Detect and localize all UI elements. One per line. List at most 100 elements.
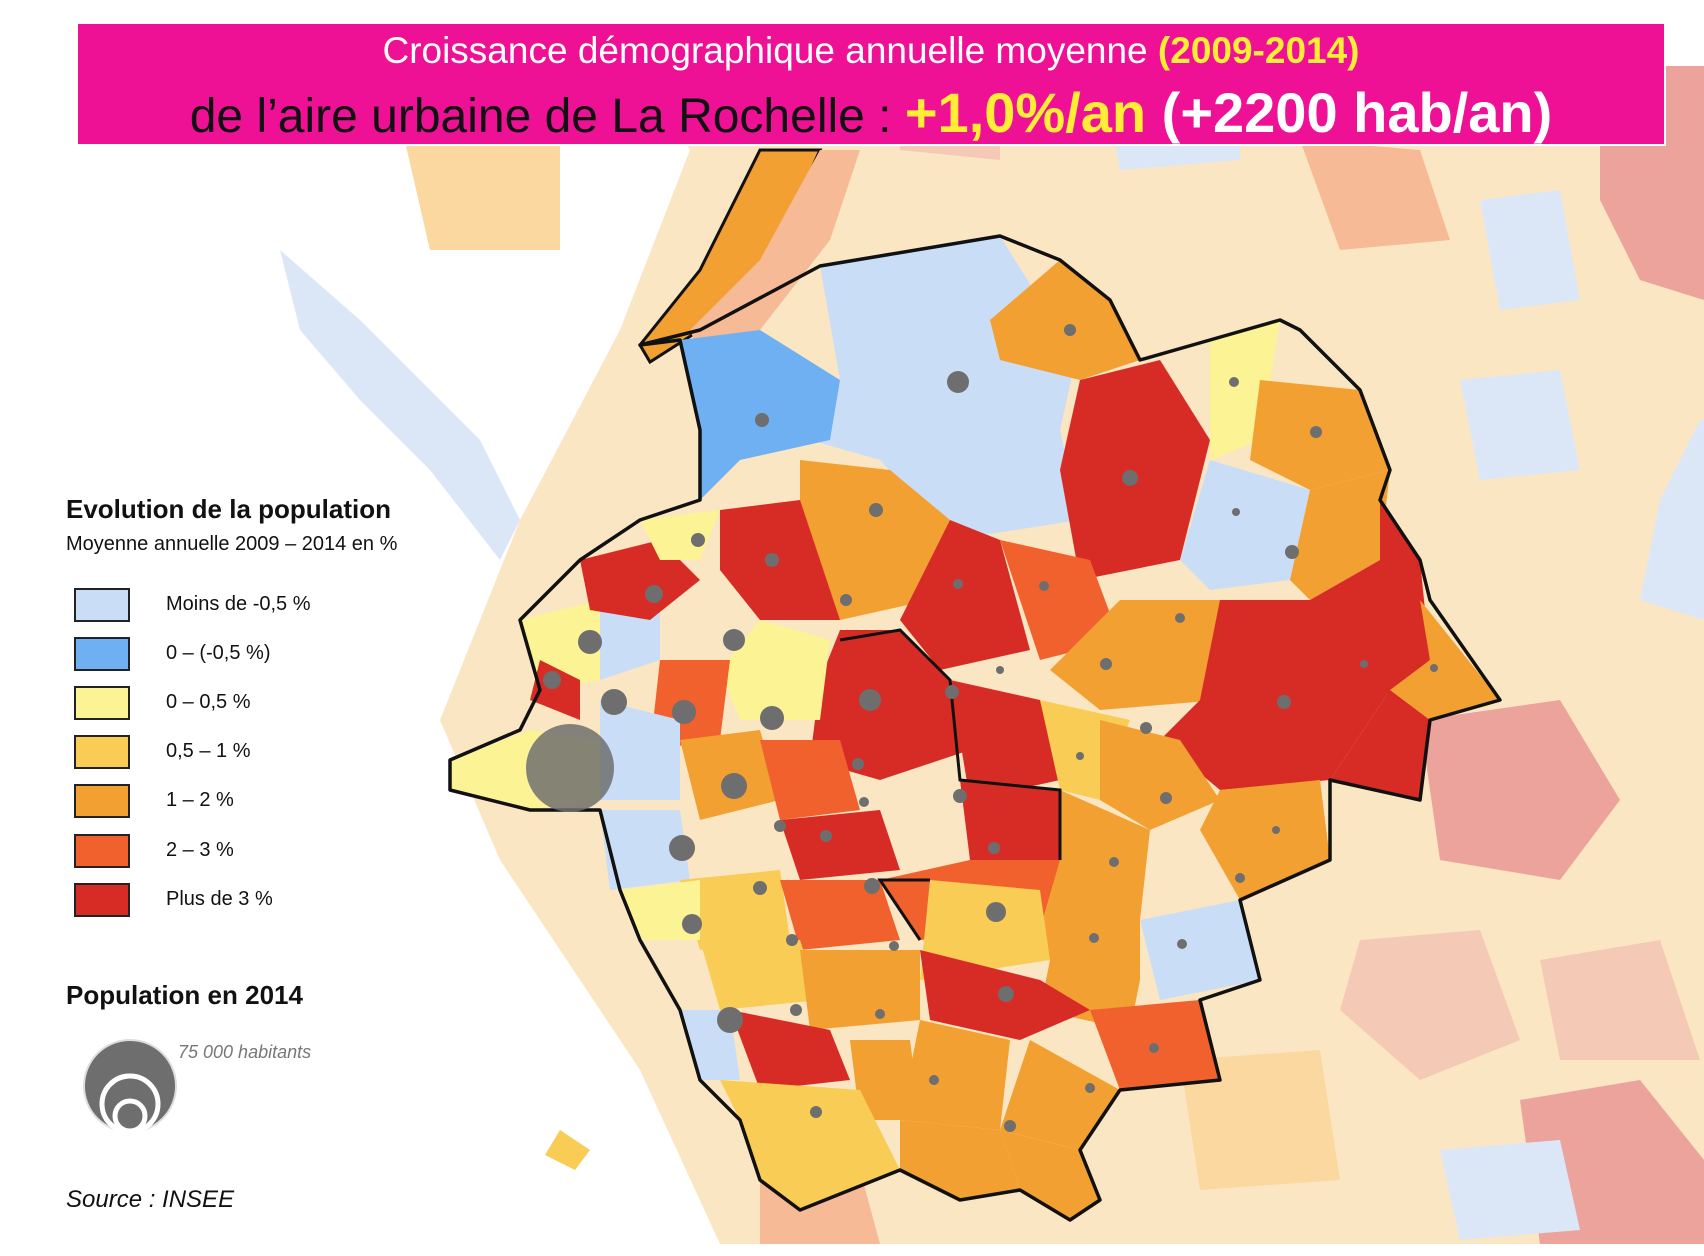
population-dot[interactable] [852, 758, 864, 770]
population-dot[interactable] [1235, 873, 1245, 883]
commune[interactable] [900, 1020, 1010, 1130]
commune[interactable] [1160, 600, 1390, 790]
commune[interactable] [780, 810, 900, 880]
population-dot[interactable] [1064, 324, 1076, 336]
commune[interactable] [1050, 600, 1220, 710]
commune[interactable] [640, 510, 720, 560]
commune[interactable] [1000, 1040, 1120, 1150]
commune[interactable] [600, 810, 690, 890]
commune[interactable] [600, 700, 680, 800]
population-dot[interactable] [864, 878, 880, 894]
commune[interactable] [900, 520, 1030, 670]
population-dot[interactable] [988, 842, 1000, 854]
commune[interactable] [900, 1120, 1020, 1200]
population-dot[interactable] [889, 941, 899, 951]
population-dot[interactable] [691, 533, 705, 547]
commune[interactable] [760, 740, 860, 820]
commune[interactable] [990, 260, 1140, 380]
population-dot[interactable] [672, 700, 696, 724]
commune[interactable] [720, 620, 830, 720]
population-dot[interactable] [1100, 658, 1112, 670]
population-dot[interactable] [1277, 695, 1291, 709]
population-dot[interactable] [717, 1007, 743, 1033]
population-dot[interactable] [1122, 470, 1138, 486]
population-dot[interactable] [774, 820, 786, 832]
population-dot[interactable] [1004, 1120, 1016, 1132]
commune[interactable] [620, 880, 700, 940]
commune[interactable] [1000, 1130, 1100, 1220]
commune[interactable] [1200, 780, 1330, 900]
population-dot[interactable] [953, 789, 967, 803]
population-dot[interactable] [721, 773, 747, 799]
population-dot[interactable] [953, 579, 963, 589]
population-dot[interactable] [760, 706, 784, 730]
population-dot[interactable] [753, 881, 767, 895]
commune[interactable] [720, 500, 840, 620]
population-dot[interactable] [996, 666, 1004, 674]
population-dot[interactable] [1140, 722, 1152, 734]
population-dot[interactable] [859, 689, 881, 711]
population-dot[interactable] [682, 914, 702, 934]
population-dot[interactable] [1229, 377, 1239, 387]
population-dot[interactable] [755, 413, 769, 427]
population-dot[interactable] [669, 835, 695, 861]
population-dot[interactable] [945, 685, 959, 699]
population-dot-large[interactable] [526, 724, 614, 812]
commune[interactable] [960, 780, 1060, 860]
commune[interactable] [1290, 470, 1390, 600]
population-dot[interactable] [875, 1009, 885, 1019]
commune[interactable] [810, 630, 970, 780]
commune[interactable] [1390, 600, 1500, 720]
commune[interactable] [1040, 860, 1140, 990]
population-dot[interactable] [1076, 752, 1084, 760]
outer-commune [1180, 1050, 1340, 1190]
population-dot[interactable] [723, 629, 745, 651]
population-dot[interactable] [1149, 1043, 1159, 1053]
commune[interactable] [1140, 900, 1260, 1000]
population-dot[interactable] [1177, 939, 1187, 949]
population-dot[interactable] [1310, 426, 1322, 438]
commune[interactable] [1330, 690, 1430, 800]
population-dot[interactable] [765, 553, 779, 567]
commune[interactable] [950, 680, 1060, 800]
population-dot[interactable] [790, 1004, 802, 1016]
population-dot[interactable] [1272, 826, 1280, 834]
population-dot[interactable] [1285, 545, 1299, 559]
commune[interactable] [850, 1040, 920, 1120]
population-dot[interactable] [998, 986, 1014, 1002]
population-dot[interactable] [1085, 1083, 1095, 1093]
population-dot[interactable] [840, 594, 852, 606]
population-dot[interactable] [810, 1106, 822, 1118]
commune[interactable] [530, 660, 580, 720]
commune[interactable] [800, 950, 920, 1030]
commune[interactable] [800, 460, 950, 620]
population-dot[interactable] [1160, 792, 1172, 804]
population-dot[interactable] [869, 503, 883, 517]
population-dot[interactable] [820, 830, 832, 842]
population-dot[interactable] [645, 585, 663, 603]
commune[interactable] [730, 1010, 850, 1090]
population-dot[interactable] [1232, 508, 1240, 516]
commune[interactable] [1060, 360, 1210, 580]
commune[interactable] [780, 880, 900, 950]
population-dot[interactable] [929, 1075, 939, 1085]
commune[interactable] [1180, 460, 1310, 590]
population-dot[interactable] [1109, 857, 1119, 867]
population-dot[interactable] [1430, 664, 1438, 672]
commune[interactable] [920, 880, 1050, 980]
population-dot[interactable] [786, 934, 798, 946]
commune[interactable] [720, 1080, 900, 1210]
population-dot[interactable] [986, 902, 1006, 922]
population-dot[interactable] [947, 371, 969, 393]
commune[interactable] [700, 940, 820, 1010]
population-dot[interactable] [1039, 581, 1049, 591]
population-dot[interactable] [1089, 933, 1099, 943]
population-dot[interactable] [859, 797, 869, 807]
commune[interactable] [590, 600, 660, 680]
population-dot[interactable] [1360, 660, 1368, 668]
population-dot[interactable] [578, 630, 602, 654]
commune[interactable] [1100, 720, 1220, 830]
population-dot[interactable] [543, 671, 561, 689]
population-dot[interactable] [601, 689, 627, 715]
population-dot[interactable] [1175, 613, 1185, 623]
